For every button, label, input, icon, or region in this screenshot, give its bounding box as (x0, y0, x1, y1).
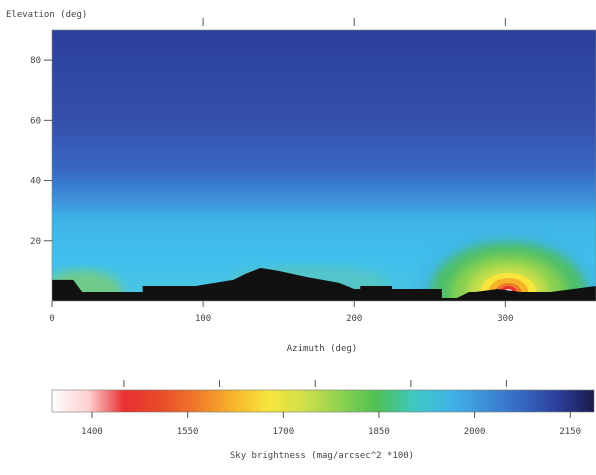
y-tick-label: 40 (30, 177, 41, 187)
axes: 0 100 200 300 20 40 60 80 (30, 18, 513, 324)
colorbar-tick-label: 1550 (177, 427, 199, 437)
colorbar-tick-label: 2000 (464, 427, 486, 437)
x-tick-label: 200 (346, 314, 362, 324)
plot-frame (51, 29, 596, 302)
x-axis-label: Azimuth (deg) (287, 344, 357, 354)
heatmap-clip (52, 30, 596, 301)
y-tick-label: 80 (30, 56, 41, 66)
terrain-horizon (52, 267, 596, 301)
colorbar: 1400 1550 1700 1850 2000 2150 (51, 380, 595, 437)
colorbar-tick-label: 1400 (81, 427, 103, 437)
colorbar-label: Sky brightness (mag/arcsec^2 *100) (230, 451, 414, 461)
y-tick-label: 60 (30, 116, 41, 126)
y-tick-label: 20 (30, 237, 41, 247)
x-tick-label: 300 (497, 314, 513, 324)
colorbar-gradient (51, 389, 595, 413)
plot-area (51, 29, 596, 302)
colorbar-tick-label: 1700 (272, 427, 294, 437)
y-axis-label: Elevation (deg) (6, 10, 87, 20)
x-tick-label: 100 (195, 314, 211, 324)
colorbar-tick-label: 2150 (559, 427, 581, 437)
x-tick-label: 0 (49, 314, 54, 324)
colorbar-tick-label: 1850 (368, 427, 390, 437)
